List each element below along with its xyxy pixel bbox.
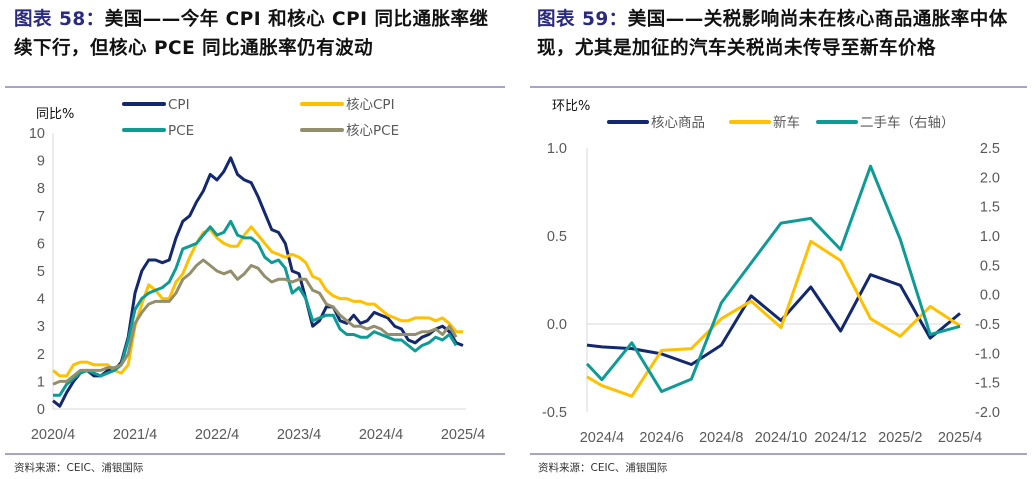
left-y-tick-label: 8 (37, 181, 45, 197)
left-x-tick-label: 2024/4 (359, 427, 403, 443)
left-legend-label: 核心PCE (346, 123, 399, 139)
right-x-tick-label: 2024/4 (580, 430, 624, 446)
left-y-tick-label: 1 (37, 374, 45, 390)
right-top-divider (530, 86, 1027, 88)
right-y-unit-label: 环比% (552, 99, 590, 114)
left-title-text: 美国——今年 CPI 和核心 CPI 同比通胀率继续下行，但核心 PCE 同比通… (14, 9, 489, 59)
left-y-tick-label: 10 (29, 126, 45, 142)
right-y2-tick-label: -0.5 (975, 317, 1000, 333)
left-x-tick-label: 2023/4 (277, 427, 321, 443)
right-y2-tick-label: 0.5 (980, 258, 1000, 274)
right-series-line-1 (586, 239, 961, 398)
left-chart-title: 图表 58：美国——今年 CPI 和核心 CPI 同比通胀率继续下行，但核心 P… (14, 5, 504, 63)
right-y-tick-label: 0.5 (547, 229, 567, 245)
right-title-text: 美国——关税影响尚未在核心商品通胀率中体现，尤其是加征的汽车关税尚未传导至新车价… (537, 9, 1008, 59)
left-x-tick-label: 2021/4 (113, 427, 157, 443)
left-top-divider (5, 86, 505, 88)
right-legend-label: 核心商品 (651, 115, 705, 131)
right-y2-tick-label: 1.0 (980, 229, 1000, 245)
left-bottom-divider (5, 453, 505, 455)
right-y2-tick-label: -1.0 (975, 346, 1000, 362)
left-title-prefix: 图表 58： (14, 9, 105, 30)
right-legend-label: 新车 (773, 114, 800, 131)
right-x-tick-label: 2024/10 (755, 430, 807, 446)
right-x-tick-label: 2025/2 (878, 430, 922, 446)
right-bottom-divider (530, 453, 1027, 455)
left-legend-label: PCE (168, 123, 194, 139)
left-y-tick-label: 2 (37, 347, 45, 363)
left-legend-label: 核心CPI (346, 97, 395, 113)
left-y-tick-label: 6 (37, 236, 45, 252)
right-series-line-2 (585, 164, 961, 393)
right-y2-tick-label: -2.0 (975, 405, 1000, 421)
right-y2-tick-label: 0.0 (980, 288, 1000, 304)
left-series-line-1 (52, 225, 463, 378)
left-y-tick-label: 9 (37, 154, 45, 170)
left-series-line-3 (52, 258, 458, 386)
left-y-tick-label: 0 (37, 402, 45, 418)
right-title-prefix: 图表 59： (537, 9, 628, 30)
left-y-tick-label: 5 (37, 264, 45, 280)
right-x-tick-label: 2024/12 (814, 430, 866, 446)
left-x-tick-label: 2020/4 (31, 427, 75, 443)
left-y-tick-label: 4 (37, 292, 45, 308)
right-y2-tick-label: -1.5 (975, 376, 1000, 392)
left-y-unit-label: 同比% (36, 107, 74, 122)
left-x-tick-label: 2025/4 (441, 427, 485, 443)
right-legend-label: 二手车（右轴） (860, 114, 955, 131)
right-x-tick-label: 2024/6 (639, 430, 683, 446)
left-legend-label: CPI (168, 97, 190, 113)
right-source-note: 资料来源：CEIC、浦银国际 (538, 462, 668, 474)
right-y-tick-label: 1.0 (547, 141, 567, 157)
right-y-tick-label: -0.5 (542, 405, 567, 421)
right-y2-tick-label: 2.0 (980, 170, 1000, 186)
right-y-tick-label: 0.0 (547, 317, 567, 333)
left-x-tick-label: 2022/4 (195, 427, 239, 443)
right-x-tick-label: 2024/8 (699, 430, 743, 446)
left-y-tick-label: 3 (37, 319, 45, 335)
right-chart-title: 图表 59：美国——关税影响尚未在核心商品通胀率中体现，尤其是加征的汽车关税尚未… (537, 5, 1027, 63)
right-y2-tick-label: 1.5 (980, 200, 1000, 216)
left-source-note: 资料来源：CEIC、浦银国际 (14, 462, 144, 474)
right-y2-tick-label: 2.5 (980, 141, 1000, 157)
left-y-tick-label: 7 (37, 209, 45, 225)
right-x-tick-label: 2025/4 (938, 430, 982, 446)
